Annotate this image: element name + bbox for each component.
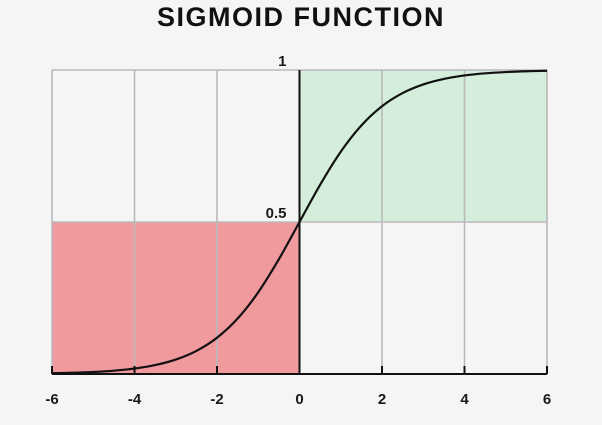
y-tick-label: 0.5: [266, 205, 287, 222]
tick-label-layer: -6 -4 -2 0 2 4 6 0.5 1: [45, 53, 551, 408]
x-tick-label: 6: [543, 391, 551, 408]
shaded-region-0: [52, 222, 300, 374]
shaded-region-1: [299, 70, 547, 222]
curve-layer: [51, 69, 548, 375]
sigmoid-curve: [51, 69, 548, 375]
x-tick-label: -4: [128, 391, 142, 408]
x-tick-label: -2: [210, 391, 223, 408]
region-layer: [52, 70, 547, 374]
chart-title: SIGMOID FUNCTION: [157, 2, 445, 32]
y-tick-label: 1: [278, 53, 286, 70]
x-tick-label: 2: [378, 391, 386, 408]
x-tick-label: -6: [45, 391, 58, 408]
x-tick-label: 0: [295, 391, 303, 408]
x-tick-label: 4: [460, 391, 469, 408]
